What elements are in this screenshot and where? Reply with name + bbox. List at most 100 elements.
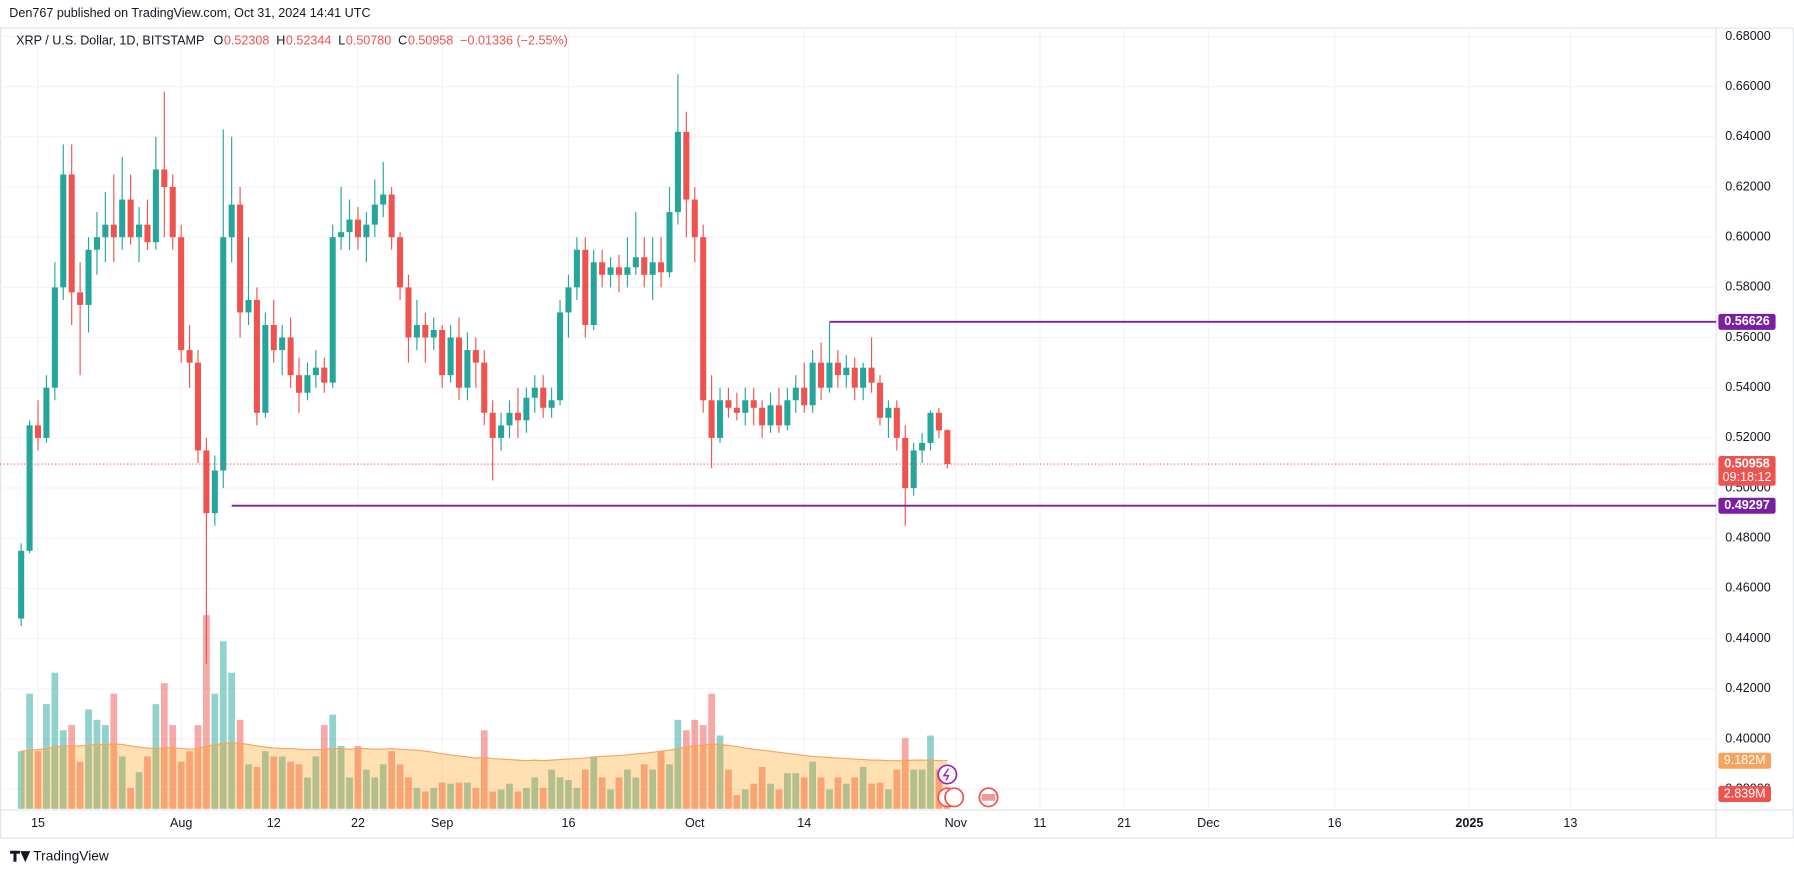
candle-body xyxy=(186,350,193,363)
candle-body xyxy=(902,437,909,489)
volume-bar xyxy=(363,769,370,809)
volume-bar xyxy=(522,787,530,809)
candle-body xyxy=(607,267,614,275)
volume-ma-line xyxy=(21,742,948,762)
legend-c-label: C xyxy=(398,34,407,48)
volume-bar xyxy=(455,782,463,809)
candle-body xyxy=(868,367,875,383)
y-tick-label: 0.46000 xyxy=(1725,581,1770,595)
candle-body xyxy=(498,425,505,438)
volume-bar xyxy=(211,693,219,809)
volume-bar xyxy=(615,777,623,809)
volume-bar xyxy=(531,777,539,809)
x-tick-label: Aug xyxy=(170,816,192,830)
candle-body xyxy=(691,199,698,238)
legend-l: 0.50780 xyxy=(346,34,391,48)
candle-body xyxy=(944,430,951,465)
volume-bar xyxy=(118,756,126,809)
level-tag xyxy=(1718,497,1776,514)
countdown: 09:18:12 xyxy=(1722,470,1771,484)
candle-body xyxy=(18,550,25,619)
volume-bar xyxy=(910,769,918,809)
candle-body xyxy=(346,219,353,233)
y-tick-label: 0.54000 xyxy=(1725,380,1770,394)
candle-body xyxy=(68,174,75,293)
candle-body xyxy=(287,337,294,376)
x-tick-label: 22 xyxy=(351,816,365,830)
volume-bar xyxy=(329,714,337,809)
icon xyxy=(942,768,950,781)
volume-bar xyxy=(405,777,412,809)
volume-bar xyxy=(784,773,791,809)
volume-bar xyxy=(556,777,564,809)
volume-bar xyxy=(800,777,808,809)
candle-body xyxy=(481,362,488,413)
candle-body xyxy=(464,350,471,388)
legend: XRP / U.S. Dollar, 1D, BITSTAMP O 0.52308… xyxy=(16,34,568,48)
candle-body xyxy=(136,224,143,238)
volume-bar xyxy=(447,783,454,809)
y-tick-label: 0.60000 xyxy=(1725,230,1770,244)
level-tag-label: 0.56626 xyxy=(1724,314,1769,328)
y-tick-label: 0.44000 xyxy=(1725,631,1770,645)
candle-body xyxy=(489,412,496,438)
volume-bar xyxy=(430,787,438,809)
volume-bar xyxy=(480,730,488,809)
volume-bar xyxy=(691,719,699,809)
candle-body xyxy=(826,362,833,388)
volume-bar xyxy=(371,777,379,809)
x-tick-label: 2025 xyxy=(1455,816,1483,830)
candle-body xyxy=(51,287,58,388)
volume-bar xyxy=(859,766,867,809)
x-tick-label: Oct xyxy=(685,816,705,830)
candle-body xyxy=(253,299,260,413)
volume-bar xyxy=(640,764,648,809)
candle-body xyxy=(843,367,850,376)
volume-bar xyxy=(110,693,118,809)
volume-bar xyxy=(581,769,589,809)
candle-body xyxy=(26,425,33,551)
candle-body xyxy=(85,249,92,305)
candle-body xyxy=(380,194,387,205)
volume-bar xyxy=(236,719,244,809)
candle-body xyxy=(270,324,277,351)
volume-bar xyxy=(598,777,606,809)
volume-bar xyxy=(885,789,892,809)
candle-body xyxy=(809,362,816,406)
candle-body xyxy=(169,187,176,238)
candle-body xyxy=(371,204,378,225)
volume-bar xyxy=(194,725,202,809)
volume-bar xyxy=(935,769,943,809)
candle-body xyxy=(557,312,564,401)
volume-bar xyxy=(59,730,67,809)
volume-bar xyxy=(607,789,614,809)
volume-bar xyxy=(590,756,598,809)
candle-body xyxy=(329,237,336,383)
candle-body xyxy=(397,237,404,288)
volume-bar xyxy=(34,751,42,809)
x-tick-label: Sep xyxy=(431,816,453,830)
candle-body xyxy=(641,257,648,275)
volume-bar xyxy=(85,709,92,809)
candle-body xyxy=(792,387,799,401)
volume-bar xyxy=(68,725,76,809)
volume-bar xyxy=(177,761,185,809)
volume-bar xyxy=(699,725,707,809)
x-tick-label: 15 xyxy=(31,816,45,830)
volume-bar xyxy=(135,772,143,809)
overlay: 0.380000.400000.420000.440000.460000.480… xyxy=(0,29,1776,830)
last-price-label: 0.50958 xyxy=(1724,456,1769,470)
volume-bar xyxy=(51,672,59,809)
volume-bar xyxy=(379,764,387,809)
volume-bar xyxy=(169,725,177,809)
candle-body xyxy=(750,400,757,408)
y-tick-label: 0.68000 xyxy=(1725,29,1770,43)
candle-body xyxy=(548,400,555,408)
candle-body xyxy=(77,292,84,305)
y-tick-label: 0.52000 xyxy=(1725,430,1770,444)
candle-body xyxy=(43,387,50,438)
candle-body xyxy=(649,262,656,275)
volume-tag-label: 9.182M xyxy=(1724,753,1766,767)
candle-body xyxy=(893,407,900,438)
candle-body xyxy=(34,425,42,438)
